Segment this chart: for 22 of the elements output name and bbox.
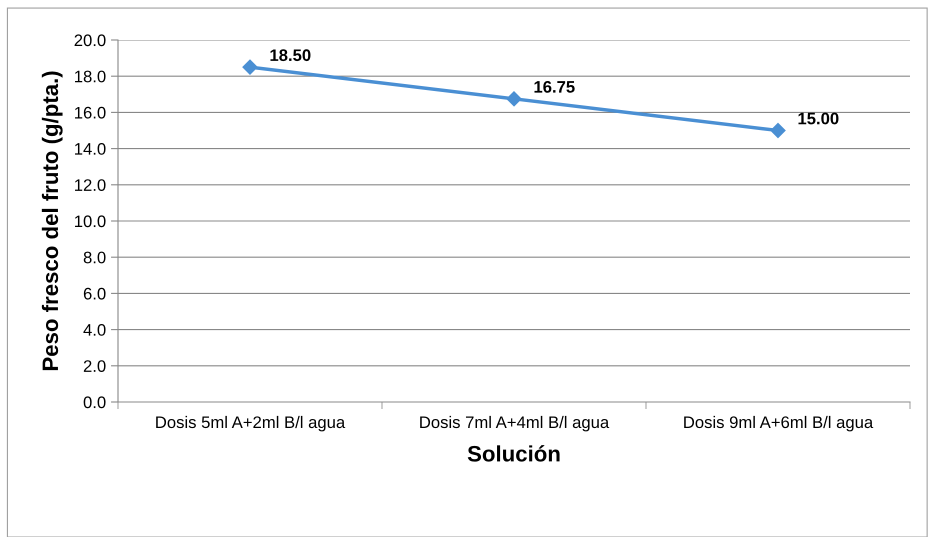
y-tick-label: 0.0 (84, 396, 106, 408)
point (770, 122, 786, 138)
x-tick-label: Dosis 7ml A+4ml B/l agua (420, 416, 610, 432)
data-label: 18.50 (270, 49, 310, 62)
y-tick-label: 16.0 (75, 106, 106, 119)
point (506, 91, 522, 106)
x-tick-label: Dosis 9ml A+6ml B/l agua (684, 416, 874, 432)
y-tick-label: 4.0 (83, 324, 106, 336)
y-tick-label: 10.0 (75, 215, 106, 228)
y-tick-label: 6.0 (84, 288, 106, 300)
y-axis-title: Peso fresco del fruto (g/pta.) (42, 71, 63, 370)
y-tick-label: 12.0 (75, 179, 106, 192)
data-label: 15.00 (798, 112, 838, 124)
y-tick-label: 8.0 (84, 252, 106, 264)
y-tick-label: 20.0 (74, 34, 106, 46)
x-tick-label: Dosis 5ml A+2ml B/l agua (156, 416, 346, 432)
y-tick-label: 18.0 (75, 70, 106, 82)
y-tick-label: 14.0 (75, 143, 106, 155)
x-axis-title: Solución (468, 445, 560, 462)
point (242, 60, 258, 75)
y-tick-label: 2.0 (84, 360, 106, 372)
data-label: 16.75 (534, 80, 575, 93)
